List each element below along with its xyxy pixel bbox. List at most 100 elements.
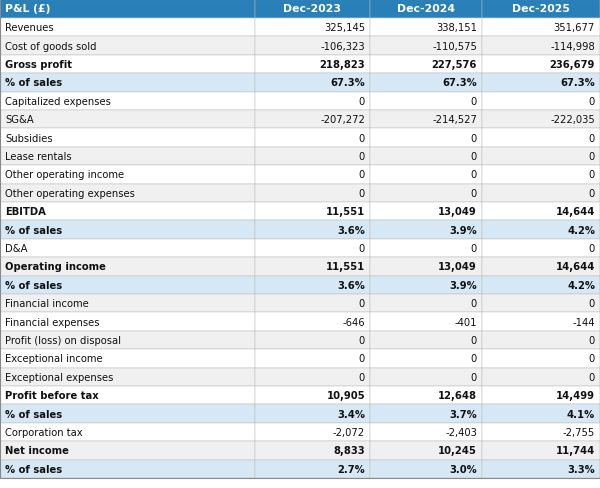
Bar <box>370 111 482 129</box>
Bar <box>0 460 255 478</box>
Bar <box>370 0 482 19</box>
Bar <box>0 92 255 111</box>
Bar <box>482 166 600 184</box>
Bar <box>370 203 482 221</box>
Bar <box>482 331 600 349</box>
Bar <box>0 386 255 405</box>
Text: Subsidies: Subsidies <box>5 133 53 143</box>
Text: 3.6%: 3.6% <box>337 225 365 235</box>
Text: 67.3%: 67.3% <box>560 78 595 88</box>
Bar <box>0 441 255 460</box>
Text: Dec-2023: Dec-2023 <box>284 4 341 15</box>
Text: 13,049: 13,049 <box>438 262 477 272</box>
Text: 67.3%: 67.3% <box>330 78 365 88</box>
Text: % of sales: % of sales <box>5 464 62 474</box>
Text: -106,323: -106,323 <box>320 41 365 52</box>
Text: -646: -646 <box>343 317 365 327</box>
Bar <box>255 423 370 441</box>
Bar <box>482 313 600 331</box>
Bar <box>0 423 255 441</box>
Bar <box>255 92 370 111</box>
Bar <box>482 386 600 405</box>
Bar <box>370 313 482 331</box>
Bar <box>0 258 255 276</box>
Text: 8,833: 8,833 <box>334 446 365 455</box>
Bar <box>482 74 600 92</box>
Text: -207,272: -207,272 <box>320 115 365 125</box>
Text: Capitalized expenses: Capitalized expenses <box>5 97 111 106</box>
Text: 0: 0 <box>589 188 595 199</box>
Bar <box>370 19 482 37</box>
Bar <box>255 441 370 460</box>
Text: 12,648: 12,648 <box>438 390 477 400</box>
Text: 11,551: 11,551 <box>326 207 365 217</box>
Text: -222,035: -222,035 <box>550 115 595 125</box>
Bar <box>370 92 482 111</box>
Bar <box>255 129 370 147</box>
Bar <box>0 276 255 294</box>
Text: 0: 0 <box>359 244 365 253</box>
Bar <box>0 405 255 423</box>
Text: 0: 0 <box>359 354 365 364</box>
Bar <box>0 0 255 19</box>
Bar <box>482 92 600 111</box>
Bar <box>370 405 482 423</box>
Bar <box>0 331 255 349</box>
Bar <box>370 147 482 166</box>
Text: % of sales: % of sales <box>5 225 62 235</box>
Bar <box>482 56 600 74</box>
Text: 0: 0 <box>471 244 477 253</box>
Text: 14,499: 14,499 <box>556 390 595 400</box>
Text: 10,245: 10,245 <box>438 446 477 455</box>
Text: EBITDA: EBITDA <box>5 207 46 217</box>
Bar <box>0 184 255 203</box>
Text: 0: 0 <box>471 133 477 143</box>
Text: Operating income: Operating income <box>5 262 106 272</box>
Text: -214,527: -214,527 <box>432 115 477 125</box>
Text: -110,575: -110,575 <box>432 41 477 52</box>
Bar <box>255 239 370 258</box>
Text: 0: 0 <box>589 170 595 180</box>
Bar <box>0 19 255 37</box>
Bar <box>0 294 255 313</box>
Bar <box>255 111 370 129</box>
Text: 11,744: 11,744 <box>556 446 595 455</box>
Text: % of sales: % of sales <box>5 78 62 88</box>
Text: Dec-2025: Dec-2025 <box>512 4 570 15</box>
Bar <box>482 221 600 239</box>
Text: 0: 0 <box>471 372 477 382</box>
Text: 325,145: 325,145 <box>324 23 365 33</box>
Bar <box>255 166 370 184</box>
Text: P&L (£): P&L (£) <box>5 4 50 15</box>
Bar <box>0 129 255 147</box>
Bar <box>482 294 600 313</box>
Text: Other operating income: Other operating income <box>5 170 124 180</box>
Bar <box>0 221 255 239</box>
Text: 2.7%: 2.7% <box>337 464 365 474</box>
Text: 0: 0 <box>471 299 477 308</box>
Text: Profit (loss) on disposal: Profit (loss) on disposal <box>5 335 121 346</box>
Bar <box>255 349 370 368</box>
Bar <box>482 111 600 129</box>
Text: 0: 0 <box>359 133 365 143</box>
Bar <box>370 294 482 313</box>
Bar <box>255 460 370 478</box>
Text: 3.4%: 3.4% <box>337 409 365 419</box>
Bar <box>370 129 482 147</box>
Text: 0: 0 <box>471 97 477 106</box>
Text: 0: 0 <box>589 335 595 346</box>
Bar <box>482 423 600 441</box>
Text: Exceptional income: Exceptional income <box>5 354 103 364</box>
Text: -2,403: -2,403 <box>445 427 477 437</box>
Text: 0: 0 <box>589 133 595 143</box>
Bar <box>370 239 482 258</box>
Text: 3.0%: 3.0% <box>449 464 477 474</box>
Bar <box>482 239 600 258</box>
Text: 0: 0 <box>359 188 365 199</box>
Text: 0: 0 <box>471 354 477 364</box>
Bar <box>255 331 370 349</box>
Text: 14,644: 14,644 <box>556 262 595 272</box>
Text: 4.2%: 4.2% <box>567 280 595 290</box>
Bar <box>0 111 255 129</box>
Text: -114,998: -114,998 <box>550 41 595 52</box>
